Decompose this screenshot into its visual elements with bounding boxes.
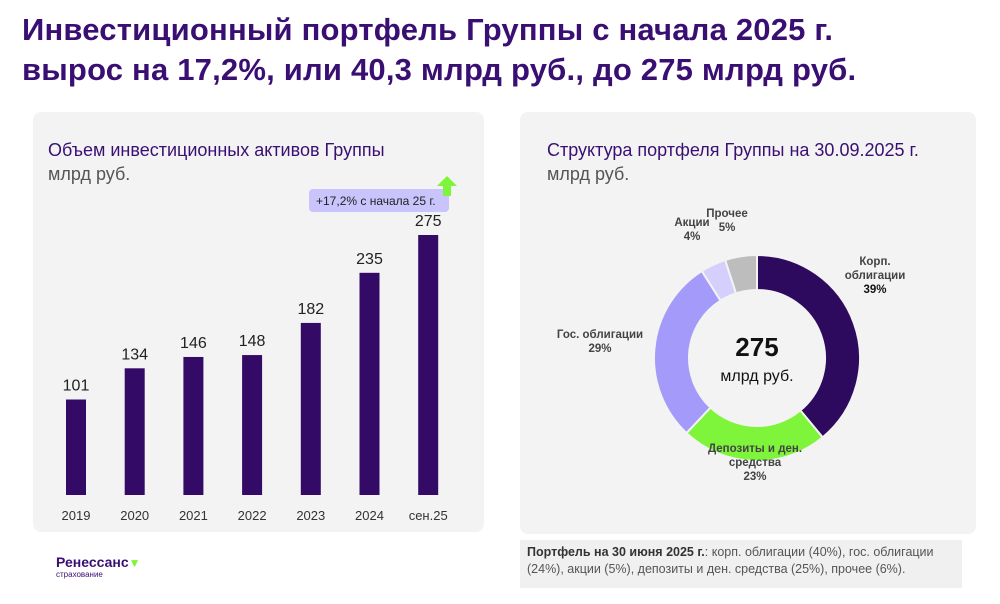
slice-pct-label: 4% <box>684 231 701 243</box>
slice-label: Корп. <box>859 256 890 268</box>
logo-name-text: Ренессанс <box>56 554 129 570</box>
slice-label: облигации <box>845 270 906 282</box>
bar-chart-card: Объем инвестиционных активов Группы млрд… <box>33 112 484 532</box>
x-tick-label: 2022 <box>238 508 267 523</box>
bar-2024 <box>359 272 380 495</box>
title-line-2: вырос на 17,2%, или 40,3 млрд руб., до 2… <box>22 52 857 87</box>
footnote-bold: Портфель на 30 июня 2025 г. <box>527 545 705 559</box>
donut-center-unit: млрд руб. <box>720 368 793 385</box>
bar-2021 <box>183 356 204 495</box>
donut-slice <box>756 253 861 439</box>
donut-slice <box>653 269 722 435</box>
x-tick-label: 2020 <box>120 508 149 523</box>
annotation-box <box>309 189 449 212</box>
donut-slice <box>723 253 758 295</box>
arrow-up-icon <box>437 176 457 196</box>
x-tick-label: 2023 <box>296 508 325 523</box>
donut-chart-subtitle: млрд руб. <box>547 164 630 184</box>
slice-pct-label: 39% <box>863 284 886 296</box>
bar-2020 <box>124 368 145 495</box>
bar-сен.25 <box>418 235 439 495</box>
page-title: Инвестиционный портфель Группы с начала … <box>22 10 856 90</box>
annotation-text: +17,2% с начала 25 г. <box>316 194 436 208</box>
bar-2019 <box>66 399 86 495</box>
bar-value-label: 146 <box>180 335 207 352</box>
bar-chart-subtitle: млрд руб. <box>48 164 131 184</box>
logo-sub: страхование <box>56 570 103 579</box>
x-tick-label: 2019 <box>62 508 91 523</box>
bar-value-label: 235 <box>356 251 383 268</box>
slice-pct-label: 23% <box>743 471 766 483</box>
logo-triangle-icon: ▼ <box>128 556 141 570</box>
donut-chart-card: Структура портфеля Группы на 30.09.2025 … <box>520 112 976 534</box>
logo-name: Ренессанс▼ <box>56 554 141 570</box>
slice-label: средства <box>729 457 782 469</box>
footnote-text: : корп. облигации (40%), гос. облигации … <box>527 545 934 576</box>
donut-chart: Корп. облигации 39% Депозиты и ден. средства… <box>557 208 906 483</box>
slice-pct-label: 29% <box>588 343 611 355</box>
footnote: Портфель на 30 июня 2025 г.: корп. облиг… <box>520 540 962 588</box>
bar-value-label: 134 <box>121 346 148 363</box>
slice-label: Гос. облигации <box>557 329 643 341</box>
slice-label: Прочее <box>706 208 748 220</box>
donut-center-value: 275 <box>735 332 778 362</box>
x-tick-label: сен.25 <box>409 508 448 523</box>
logo: Ренессанс▼ страхование <box>56 554 141 579</box>
x-tick-label: 2024 <box>355 508 384 523</box>
donut-chart-title: Структура портфеля Группы на 30.09.2025 … <box>547 140 919 160</box>
slice-pct-label: 5% <box>719 222 736 234</box>
bar-chart: 101 2019 134 2020 146 2021 148 2022 182 2023 235 20… <box>62 176 457 523</box>
slice-label: Депозиты и ден. <box>708 443 802 455</box>
bar-2022 <box>242 355 263 495</box>
bar-value-label: 148 <box>239 333 266 350</box>
bar-chart-title: Объем инвестиционных активов Группы <box>48 140 385 160</box>
bar-value-label: 275 <box>415 213 442 230</box>
x-tick-label: 2021 <box>179 508 208 523</box>
bar-2023 <box>300 322 321 495</box>
slice-label: Акции <box>674 217 709 229</box>
bar-value-label: 182 <box>297 301 324 318</box>
title-line-1: Инвестиционный портфель Группы с начала … <box>22 12 834 47</box>
bar-value-label: 101 <box>63 378 90 395</box>
